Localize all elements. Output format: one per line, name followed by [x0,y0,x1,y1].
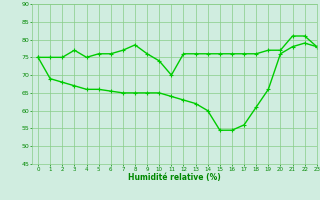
X-axis label: Humidité relative (%): Humidité relative (%) [128,173,221,182]
